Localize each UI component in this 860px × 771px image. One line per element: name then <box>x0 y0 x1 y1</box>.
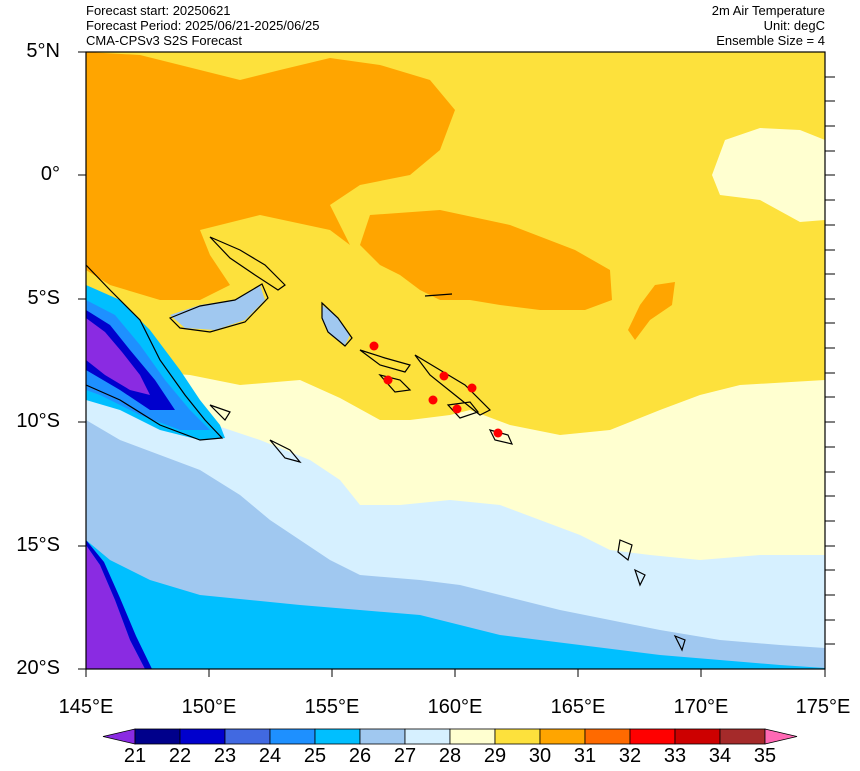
colorbar-box <box>629 728 676 745</box>
colorbar-box <box>449 728 496 745</box>
colorbar-tick-label: 31 <box>573 745 597 767</box>
field-24-25 <box>86 300 210 430</box>
colorbar-tick-label: 33 <box>663 745 687 767</box>
temperature-field <box>86 52 825 669</box>
field-30-31 <box>86 52 455 300</box>
red-marker <box>439 371 449 381</box>
lat-label: 0° <box>40 163 60 185</box>
colorbar-tick-label: 25 <box>303 745 327 767</box>
field-30-31-small <box>628 282 675 340</box>
colorbar-tick-label: 26 <box>348 745 372 767</box>
marker-group <box>369 341 503 438</box>
colorbar-box <box>494 728 541 745</box>
lon-label: 160°E <box>427 696 483 718</box>
model-label: CMA-CPSv3 S2S Forecast <box>86 33 243 48</box>
lon-label: 175°E <box>795 696 851 718</box>
field-22-23-sw <box>86 540 152 669</box>
colorbar-box <box>224 728 271 745</box>
red-marker <box>369 341 379 351</box>
ensemble-label: Ensemble Size = 4 <box>716 33 825 48</box>
variable-label: 2m Air Temperature <box>711 3 825 18</box>
colorbar-tick-label: 27 <box>393 745 417 767</box>
colorbar-tick-label: 28 <box>438 745 462 767</box>
lon-label: 145°E <box>58 696 114 718</box>
colorbar-box <box>269 728 316 745</box>
forecast-start-label: Forecast start: 20250621 <box>86 3 231 18</box>
lon-label: 170°E <box>673 696 729 718</box>
lat-label: 20°S <box>16 657 60 679</box>
colorbar-box <box>359 728 406 745</box>
colorbar-tick-label: 29 <box>483 745 507 767</box>
red-marker <box>493 428 503 438</box>
field-21-22-sw <box>86 545 145 669</box>
colorbar-box <box>674 728 721 745</box>
colorbar-tick-label: 34 <box>708 745 732 767</box>
lon-label: 165°E <box>550 696 606 718</box>
field-21-22 <box>86 318 150 395</box>
lon-label: 150°E <box>181 696 237 718</box>
lat-label: 10°S <box>16 410 60 432</box>
colorbar-tick-label: 21 <box>123 745 147 767</box>
colorbar-tick-label: 32 <box>618 745 642 767</box>
colorbar-box <box>134 728 181 745</box>
lat-label: 5°S <box>27 287 60 309</box>
colorbar-tick-label: 24 <box>258 745 282 767</box>
header-left: Forecast start: 20250621 Forecast Period… <box>86 3 319 48</box>
colorbar-box <box>179 728 226 745</box>
red-marker <box>467 383 477 393</box>
field-25-26 <box>86 540 825 669</box>
field-30-31-east <box>360 210 612 310</box>
colorbar-box <box>539 728 586 745</box>
field-22-23 <box>86 310 175 410</box>
colorbar-tick-label: 35 <box>753 745 777 767</box>
forecast-period-label: Forecast Period: 2025/06/21-2025/06/25 <box>86 18 320 33</box>
red-marker <box>383 375 393 385</box>
colorbar-max-triangle <box>764 728 798 745</box>
colorbar-min-triangle <box>102 728 136 745</box>
red-marker <box>428 395 438 405</box>
lon-label: 155°E <box>304 696 360 718</box>
colorbar-tick-label: 30 <box>528 745 552 767</box>
colorbar-box <box>314 728 361 745</box>
header-right: 2m Air Temperature Unit: degC Ensemble S… <box>712 3 825 48</box>
colorbar-box <box>719 728 766 745</box>
unit-label: Unit: degC <box>763 18 825 33</box>
colorbar <box>102 728 798 745</box>
field-28-29-ne <box>712 128 825 222</box>
tick-marks <box>78 51 835 677</box>
colorbar-tick-label: 23 <box>213 745 237 767</box>
colorbar-tick-label: 22 <box>168 745 192 767</box>
colorbar-box <box>404 728 451 745</box>
field-bougainville <box>322 305 350 345</box>
lat-label: 15°S <box>16 534 60 556</box>
red-marker <box>452 404 462 414</box>
colorbar-box <box>584 728 631 745</box>
lat-label: 5°N <box>26 40 60 62</box>
